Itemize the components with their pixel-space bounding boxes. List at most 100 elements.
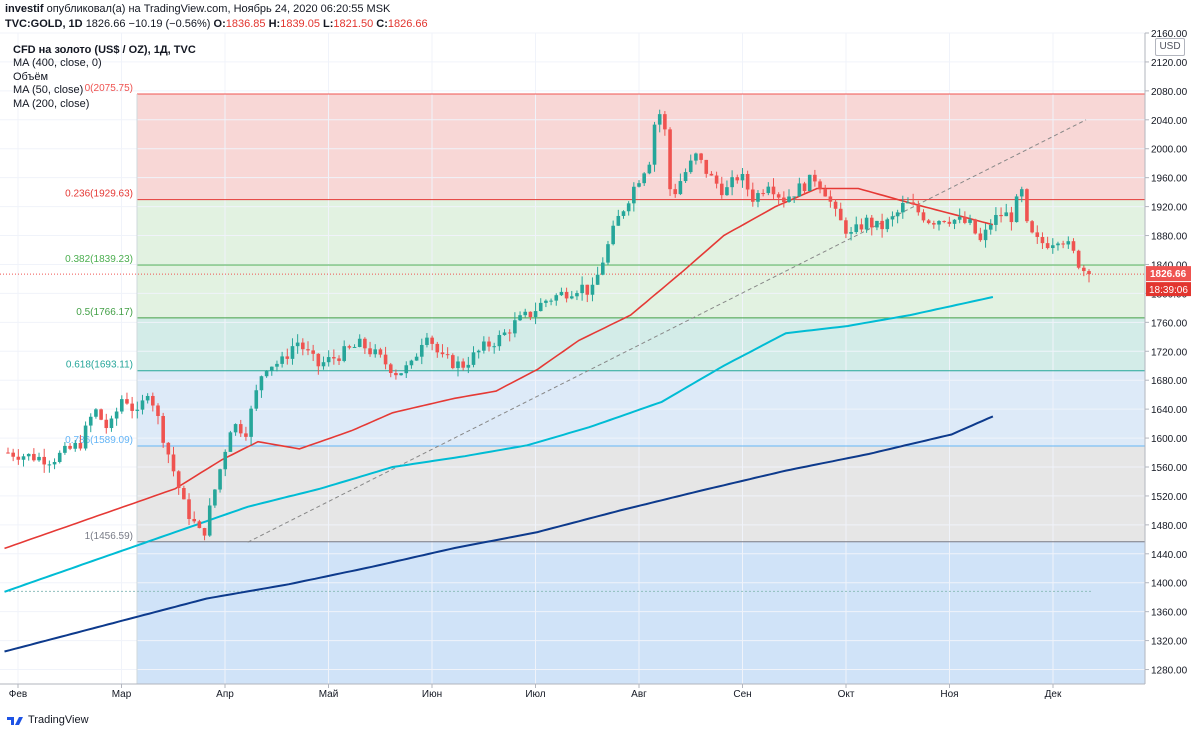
candle-body: [926, 220, 931, 224]
candle-body: [445, 354, 450, 356]
candle: [523, 308, 528, 318]
fib-lines: 0(2075.75) 0.236(1929.63) 0.382(1839.23) 0.…: [0, 83, 1145, 684]
candle-body: [285, 356, 290, 359]
candle: [704, 159, 709, 178]
close-value: 1826.66: [387, 18, 428, 30]
y-tick-label: 1880.00: [1151, 232, 1188, 243]
candle-body: [88, 416, 93, 426]
candle-body: [859, 224, 864, 230]
candle-body: [957, 216, 962, 220]
y-tick-label: 2040.00: [1151, 116, 1188, 127]
candle: [182, 485, 186, 500]
candle: [425, 332, 429, 348]
high-value: 1839.05: [280, 18, 320, 30]
candle: [352, 344, 357, 348]
candle: [487, 336, 491, 352]
candle-body: [114, 411, 119, 419]
candle: [94, 408, 98, 419]
legend-ma400[interactable]: MA (400, close, 0): [13, 57, 102, 69]
candle: [140, 394, 145, 415]
candle: [368, 341, 372, 357]
candle: [606, 240, 610, 266]
candle-body: [482, 341, 486, 351]
last-price-label: 1826.66: [1150, 269, 1187, 280]
x-tick-label: Сен: [733, 689, 751, 700]
candle: [218, 468, 222, 493]
candle: [21, 453, 26, 467]
y-tick-label: 1480.00: [1151, 521, 1188, 532]
candle-body: [1019, 189, 1024, 197]
candle: [187, 493, 191, 526]
candle: [388, 362, 393, 378]
candle-body: [761, 193, 765, 195]
candle: [68, 443, 72, 451]
candle: [564, 287, 569, 303]
candle-body: [249, 408, 253, 437]
candle-body: [988, 224, 993, 230]
legend-title[interactable]: CFD на золото (US$ / OZ), 1Д, TVC: [13, 44, 196, 56]
candle: [342, 340, 346, 363]
moving-averages: [4, 187, 994, 653]
open-label: O:: [213, 18, 226, 30]
candle-body: [125, 399, 129, 404]
y-tick-label: 2080.00: [1151, 87, 1188, 98]
candle: [528, 311, 533, 321]
legend-ma200[interactable]: MA (200, close): [13, 98, 90, 110]
countdown-badge: [1146, 282, 1191, 297]
candle-body: [254, 390, 259, 409]
y-tick-label: 1680.00: [1151, 376, 1188, 387]
candle: [32, 448, 36, 462]
candle: [52, 458, 57, 470]
candle: [833, 199, 838, 217]
fib-band-below: [137, 541, 1145, 684]
candle: [456, 356, 460, 377]
candle: [554, 293, 559, 306]
candle-body: [176, 471, 181, 489]
candle-body: [151, 395, 155, 406]
x-tick-label: Ноя: [940, 689, 958, 700]
candle: [947, 216, 952, 227]
candle: [145, 393, 150, 404]
candle: [595, 266, 600, 285]
legend-ma50[interactable]: MA (50, close): [13, 84, 84, 96]
candle-body: [264, 370, 269, 377]
candle: [688, 154, 693, 174]
candle: [838, 202, 843, 221]
candle-body: [1076, 250, 1081, 268]
candle-body: [968, 219, 972, 223]
trend-line: [247, 119, 1087, 543]
candle-body: [725, 187, 729, 196]
candle: [347, 344, 352, 350]
x-tick-label: Май: [319, 689, 339, 700]
candle-body: [952, 219, 957, 224]
grid: [0, 32, 1145, 684]
legend-volume[interactable]: Объём: [13, 71, 49, 83]
candle: [590, 277, 595, 302]
low-value: 1821.50: [333, 18, 374, 30]
y-tick-label: 1600.00: [1151, 434, 1188, 445]
candle: [11, 448, 15, 462]
candle-body: [999, 214, 1003, 217]
candle-body: [21, 456, 26, 460]
candle-body: [869, 217, 874, 228]
candle: [544, 299, 548, 308]
candle: [78, 434, 83, 451]
candle-body: [637, 183, 641, 187]
y-tick-label: 1280.00: [1151, 666, 1188, 677]
candle-body: [16, 456, 21, 460]
candle-body: [502, 332, 507, 336]
footer-brand: TradingView: [28, 714, 89, 726]
published-text: опубликовал(а) на TradingView.com, Ноябр…: [46, 3, 391, 15]
candle: [813, 169, 817, 187]
candle-body: [109, 418, 114, 429]
currency-button[interactable]: USD: [1155, 38, 1185, 56]
candle-body: [171, 454, 176, 472]
candle: [559, 287, 564, 296]
candle-body: [1061, 243, 1065, 245]
candle: [6, 447, 10, 454]
footer: TradingView: [6, 714, 89, 726]
candle: [776, 192, 781, 206]
candle-body: [601, 262, 605, 275]
candle-body: [1066, 241, 1071, 245]
